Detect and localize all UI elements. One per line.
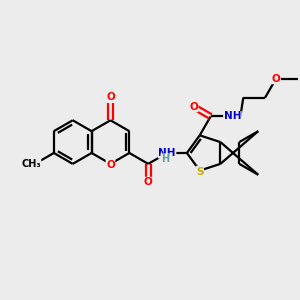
Text: CH₃: CH₃: [21, 159, 41, 169]
Text: O: O: [189, 102, 198, 112]
Text: S: S: [196, 167, 203, 177]
Text: NH: NH: [158, 148, 176, 158]
Text: O: O: [144, 177, 153, 187]
Text: NH: NH: [224, 112, 241, 122]
Text: O: O: [106, 160, 115, 170]
Text: H: H: [161, 154, 169, 164]
Text: O: O: [106, 92, 115, 103]
Text: O: O: [272, 74, 280, 84]
